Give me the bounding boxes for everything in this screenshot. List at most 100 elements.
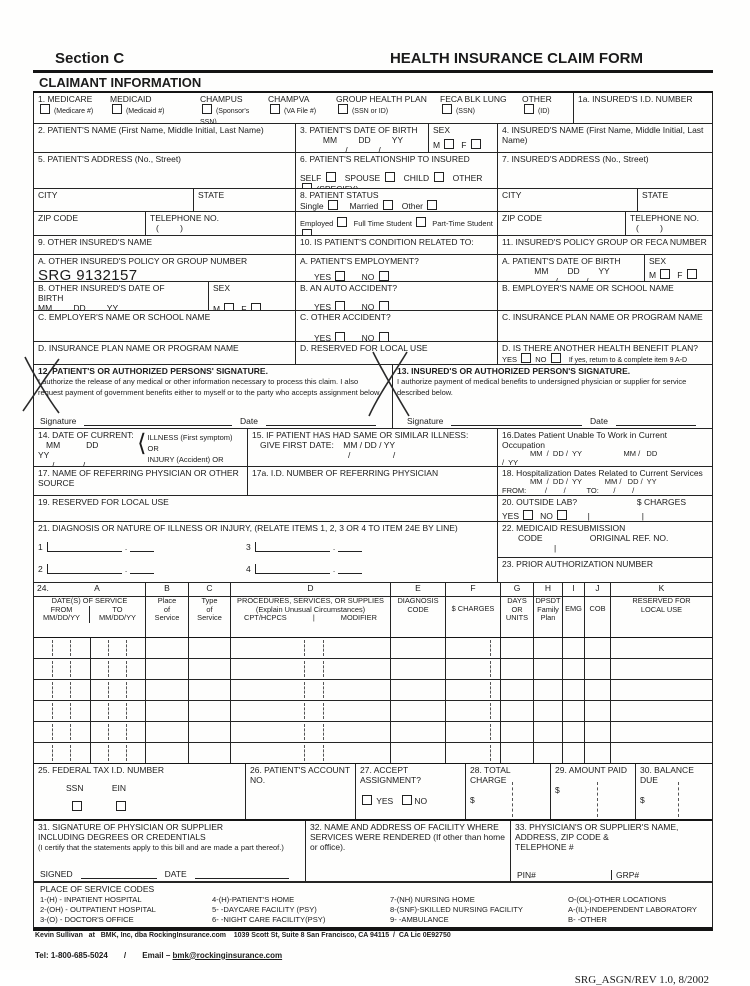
diagnosis-3-blank2[interactable] bbox=[338, 542, 362, 552]
svc-emg-cell[interactable] bbox=[563, 638, 585, 658]
svc-from-cell[interactable] bbox=[34, 743, 91, 763]
medicare-checkbox[interactable] bbox=[40, 104, 50, 114]
benefit-yes-checkbox[interactable] bbox=[521, 353, 531, 363]
service-line-row[interactable] bbox=[34, 743, 712, 764]
svc-from-cell[interactable] bbox=[34, 701, 91, 721]
svc-emg-cell[interactable] bbox=[563, 701, 585, 721]
svc-charges-cell[interactable] bbox=[446, 680, 501, 700]
cell-other-insured-policy[interactable]: A. OTHER INSURED'S POLICY OR GROUP NUMBE… bbox=[34, 255, 296, 281]
rel-self-checkbox[interactable] bbox=[326, 172, 336, 182]
other-insured-sex-m-checkbox[interactable] bbox=[224, 303, 234, 310]
service-line-row[interactable] bbox=[34, 722, 712, 743]
patient-signature-line[interactable]: Signature Date bbox=[40, 416, 384, 426]
svc-place-cell[interactable] bbox=[146, 722, 189, 742]
svc-charges-cell[interactable] bbox=[446, 743, 501, 763]
svc-to-cell[interactable] bbox=[91, 638, 146, 658]
insured-sex-m-checkbox[interactable] bbox=[660, 269, 670, 279]
cell-insured-id-number[interactable]: 1a. INSURED'S I.D. NUMBER bbox=[574, 93, 712, 123]
svc-place-cell[interactable] bbox=[146, 701, 189, 721]
champus-checkbox[interactable] bbox=[202, 104, 212, 114]
svc-from-cell[interactable] bbox=[34, 659, 91, 679]
employment-no-checkbox[interactable] bbox=[379, 271, 389, 281]
svc-from-cell[interactable] bbox=[34, 638, 91, 658]
insured-sex-f-checkbox[interactable] bbox=[687, 269, 697, 279]
svc-type-cell[interactable] bbox=[189, 680, 231, 700]
svc-type-cell[interactable] bbox=[189, 659, 231, 679]
svc-diagnosis-cell[interactable] bbox=[391, 701, 446, 721]
svc-place-cell[interactable] bbox=[146, 659, 189, 679]
svc-epsdt-cell[interactable] bbox=[534, 701, 563, 721]
svc-cob-cell[interactable] bbox=[585, 701, 611, 721]
diagnosis-4-blank2[interactable] bbox=[338, 564, 362, 574]
ein-checkbox[interactable] bbox=[116, 801, 126, 811]
cell-amount-paid[interactable]: 29. AMOUNT PAID $ bbox=[551, 764, 636, 819]
svc-reserved-cell[interactable] bbox=[611, 680, 712, 700]
auto-yes-checkbox[interactable] bbox=[335, 301, 345, 310]
medicaid-checkbox[interactable] bbox=[112, 104, 122, 114]
cell-insured-state[interactable]: STATE bbox=[638, 189, 712, 211]
svc-procedure-cell[interactable] bbox=[231, 743, 391, 763]
outside-lab-yes-checkbox[interactable] bbox=[523, 510, 533, 520]
assignment-no-checkbox[interactable] bbox=[402, 795, 412, 805]
svc-to-cell[interactable] bbox=[91, 722, 146, 742]
diagnosis-item-2[interactable]: 2 . bbox=[38, 564, 246, 574]
diagnosis-1-blank[interactable] bbox=[47, 542, 122, 552]
physician-date-blank[interactable] bbox=[195, 869, 289, 879]
pin-label[interactable]: PIN# bbox=[517, 870, 536, 880]
group-health-checkbox[interactable] bbox=[338, 104, 348, 114]
cell-other-insurance-plan[interactable]: D. INSURANCE PLAN NAME OR PROGRAM NAME bbox=[34, 342, 296, 364]
service-line-row[interactable] bbox=[34, 680, 712, 701]
cell-reserved-local-use[interactable]: 19. RESERVED FOR LOCAL USE bbox=[34, 496, 498, 521]
svc-reserved-cell[interactable] bbox=[611, 701, 712, 721]
diagnosis-2-blank2[interactable] bbox=[130, 564, 154, 574]
cell-patient-address[interactable]: 5. PATIENT'S ADDRESS (No., Street) bbox=[34, 153, 296, 188]
svc-emg-cell[interactable] bbox=[563, 722, 585, 742]
service-line-row[interactable] bbox=[34, 701, 712, 722]
rel-spouse-checkbox[interactable] bbox=[385, 172, 395, 182]
cell-balance-due[interactable]: 30. BALANCE DUE $ bbox=[636, 764, 712, 819]
svc-days-cell[interactable] bbox=[501, 680, 534, 700]
svc-place-cell[interactable] bbox=[146, 743, 189, 763]
feca-checkbox[interactable] bbox=[442, 104, 452, 114]
svc-cob-cell[interactable] bbox=[585, 722, 611, 742]
patient-signature-blank[interactable] bbox=[84, 416, 232, 426]
svc-to-cell[interactable] bbox=[91, 680, 146, 700]
benefit-no-checkbox[interactable] bbox=[551, 353, 561, 363]
cell-other-employer-school[interactable]: C. EMPLOYER'S NAME OR SCHOOL NAME bbox=[34, 311, 296, 341]
employed-checkbox[interactable] bbox=[337, 217, 347, 227]
cell-insured-dob[interactable]: A. PATIENT'S DATE OF BIRTH MM DD YY / / bbox=[498, 255, 645, 281]
cell-patient-city[interactable]: CITY bbox=[34, 189, 194, 211]
parttime-student-checkbox[interactable] bbox=[302, 229, 312, 235]
svc-type-cell[interactable] bbox=[189, 638, 231, 658]
patient-date-blank[interactable] bbox=[266, 416, 376, 426]
sex-f-checkbox[interactable] bbox=[471, 139, 481, 149]
cell-facility[interactable]: 32. NAME AND ADDRESS OF FACILITY WHERE S… bbox=[306, 821, 511, 881]
diagnosis-4-blank[interactable] bbox=[255, 564, 330, 574]
svc-diagnosis-cell[interactable] bbox=[391, 659, 446, 679]
cell-other-insured-name[interactable]: 9. OTHER INSURED'S NAME bbox=[34, 236, 296, 254]
cell-total-charge[interactable]: 28. TOTAL CHARGE $ bbox=[466, 764, 551, 819]
other-insured-sex-f-checkbox[interactable] bbox=[251, 303, 261, 310]
svc-type-cell[interactable] bbox=[189, 743, 231, 763]
fulltime-student-checkbox[interactable] bbox=[416, 217, 426, 227]
svc-cob-cell[interactable] bbox=[585, 743, 611, 763]
cell-patient-zip[interactable]: ZIP CODE bbox=[34, 212, 146, 235]
insured-signature-line[interactable]: Signature Date bbox=[407, 416, 704, 426]
svc-type-cell[interactable] bbox=[189, 722, 231, 742]
svc-reserved-cell[interactable] bbox=[611, 659, 712, 679]
cell-referring-id[interactable]: 17a. I.D. NUMBER OF REFERRING PHYSICIAN bbox=[248, 467, 498, 495]
cell-insured-phone[interactable]: TELEPHONE NO. ( ) bbox=[626, 212, 712, 235]
svc-from-cell[interactable] bbox=[34, 722, 91, 742]
outside-lab-no-checkbox[interactable] bbox=[557, 510, 567, 520]
svc-procedure-cell[interactable] bbox=[231, 701, 391, 721]
cell-insured-address[interactable]: 7. INSURED'S ADDRESS (No., Street) bbox=[498, 153, 712, 188]
rel-child-checkbox[interactable] bbox=[434, 172, 444, 182]
service-line-row[interactable] bbox=[34, 659, 712, 680]
svc-emg-cell[interactable] bbox=[563, 659, 585, 679]
email-link[interactable]: bmk@rockinginsurance.com bbox=[173, 951, 283, 960]
cell-insurance-plan-name[interactable]: C. INSURANCE PLAN NAME OR PROGRAM NAME bbox=[498, 311, 712, 341]
cell-patient-account[interactable]: 26. PATIENT'S ACCOUNT NO. bbox=[246, 764, 356, 819]
svc-cob-cell[interactable] bbox=[585, 638, 611, 658]
cell-patient-name[interactable]: 2. PATIENT'S NAME (First Name, Middle In… bbox=[34, 124, 296, 152]
diagnosis-item-1[interactable]: 1 . bbox=[38, 542, 246, 552]
